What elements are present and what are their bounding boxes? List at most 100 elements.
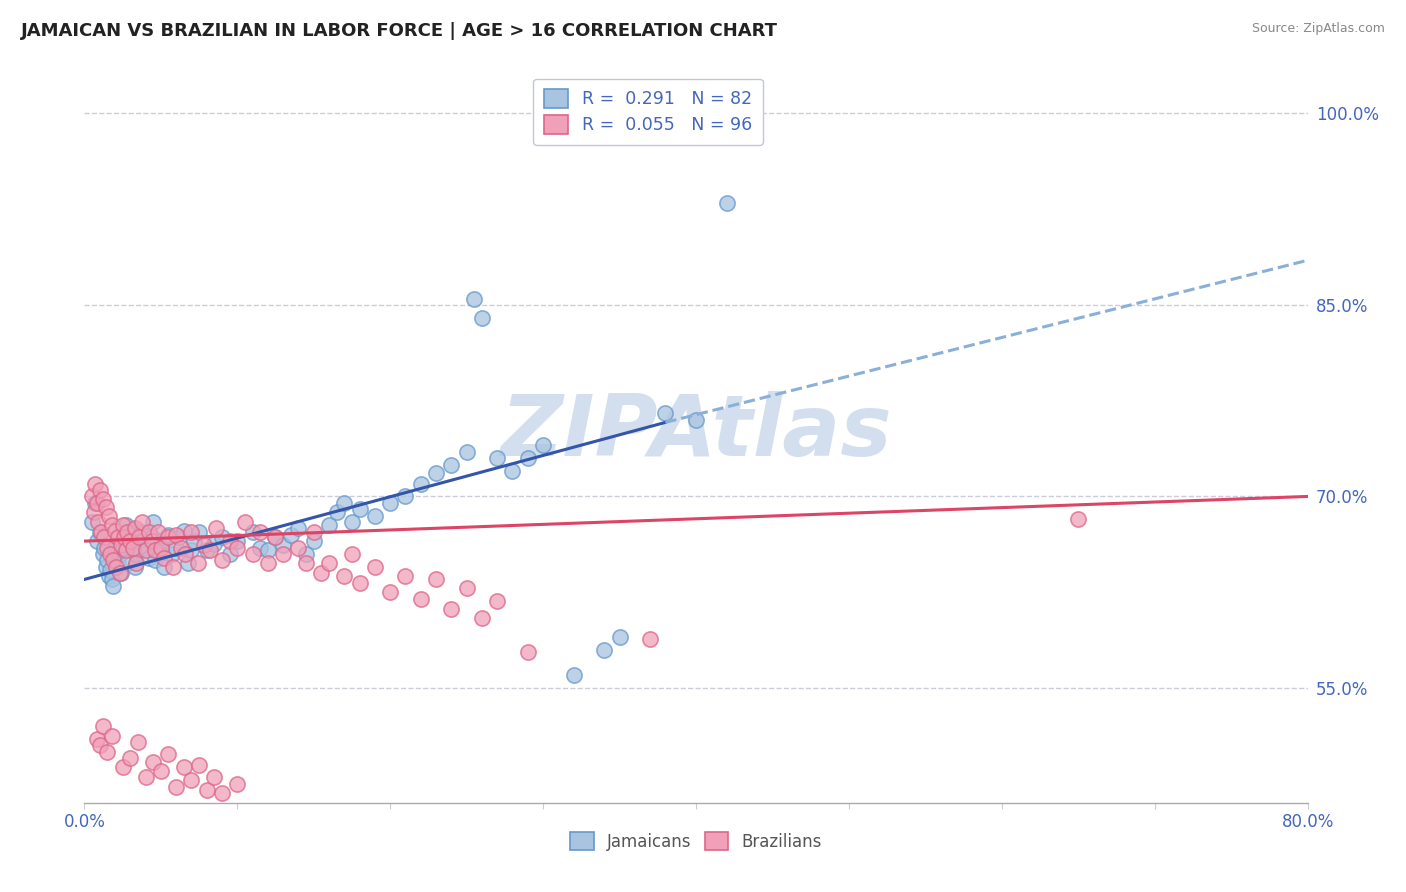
- Point: [180, 543, 202, 558]
- Point: [1067, 512, 1090, 526]
- Point: [502, 464, 524, 478]
- Point: [264, 530, 287, 544]
- Point: [111, 760, 134, 774]
- Point: [111, 541, 134, 555]
- Point: [84, 476, 107, 491]
- Point: [463, 292, 485, 306]
- Point: [174, 547, 197, 561]
- Point: [440, 458, 463, 472]
- Point: [264, 530, 287, 544]
- Point: [638, 632, 661, 647]
- Point: [271, 538, 294, 552]
- Point: [333, 496, 356, 510]
- Point: [157, 747, 180, 762]
- Point: [311, 566, 333, 580]
- Point: [127, 734, 149, 748]
- Point: [271, 547, 294, 561]
- Point: [131, 515, 153, 529]
- Point: [170, 541, 193, 555]
- Point: [97, 568, 120, 582]
- Point: [287, 541, 309, 555]
- Point: [115, 556, 138, 570]
- Point: [89, 483, 111, 497]
- Point: [165, 527, 187, 541]
- Point: [94, 500, 117, 514]
- Point: [280, 527, 302, 541]
- Point: [425, 467, 447, 481]
- Point: [394, 568, 416, 582]
- Point: [440, 601, 463, 615]
- Point: [456, 582, 478, 596]
- Point: [242, 525, 264, 540]
- Point: [153, 559, 176, 574]
- Point: [98, 564, 121, 578]
- Point: [114, 543, 136, 558]
- Point: [302, 525, 325, 540]
- Point: [110, 566, 132, 580]
- Point: [249, 541, 271, 555]
- Point: [83, 505, 105, 519]
- Point: [364, 559, 387, 574]
- Text: ZIPAtlas: ZIPAtlas: [501, 391, 891, 475]
- Point: [104, 543, 127, 558]
- Point: [202, 770, 225, 784]
- Point: [516, 451, 538, 466]
- Point: [226, 534, 249, 549]
- Point: [107, 556, 129, 570]
- Point: [226, 541, 249, 555]
- Point: [91, 491, 114, 506]
- Point: [142, 515, 165, 529]
- Point: [654, 407, 676, 421]
- Point: [364, 508, 387, 523]
- Point: [425, 573, 447, 587]
- Point: [124, 521, 146, 535]
- Point: [112, 530, 135, 544]
- Point: [349, 502, 371, 516]
- Point: [188, 757, 211, 772]
- Point: [471, 611, 494, 625]
- Point: [91, 719, 114, 733]
- Point: [143, 543, 166, 558]
- Point: [90, 525, 112, 540]
- Point: [716, 195, 738, 210]
- Point: [122, 541, 145, 555]
- Point: [180, 525, 202, 540]
- Point: [138, 550, 160, 565]
- Point: [96, 745, 118, 759]
- Point: [531, 438, 554, 452]
- Point: [128, 530, 150, 544]
- Point: [115, 525, 138, 540]
- Point: [97, 508, 120, 523]
- Point: [120, 751, 142, 765]
- Point: [380, 496, 402, 510]
- Point: [135, 543, 157, 558]
- Point: [86, 534, 108, 549]
- Point: [80, 490, 103, 504]
- Point: [295, 547, 318, 561]
- Point: [218, 534, 240, 549]
- Point: [105, 538, 128, 552]
- Point: [80, 515, 103, 529]
- Point: [103, 553, 125, 567]
- Point: [125, 547, 148, 561]
- Point: [295, 556, 318, 570]
- Point: [195, 543, 218, 558]
- Point: [177, 556, 200, 570]
- Point: [233, 515, 256, 529]
- Point: [198, 543, 221, 558]
- Point: [165, 541, 187, 555]
- Point: [162, 559, 184, 574]
- Point: [180, 772, 202, 787]
- Point: [101, 730, 124, 744]
- Point: [146, 525, 169, 540]
- Point: [249, 525, 271, 540]
- Point: [87, 515, 110, 529]
- Point: [409, 476, 432, 491]
- Point: [101, 573, 124, 587]
- Point: [325, 505, 347, 519]
- Point: [186, 556, 208, 570]
- Legend: Jamaicans, Brazilians: Jamaicans, Brazilians: [564, 825, 828, 857]
- Point: [135, 770, 157, 784]
- Point: [105, 559, 128, 574]
- Point: [128, 543, 150, 558]
